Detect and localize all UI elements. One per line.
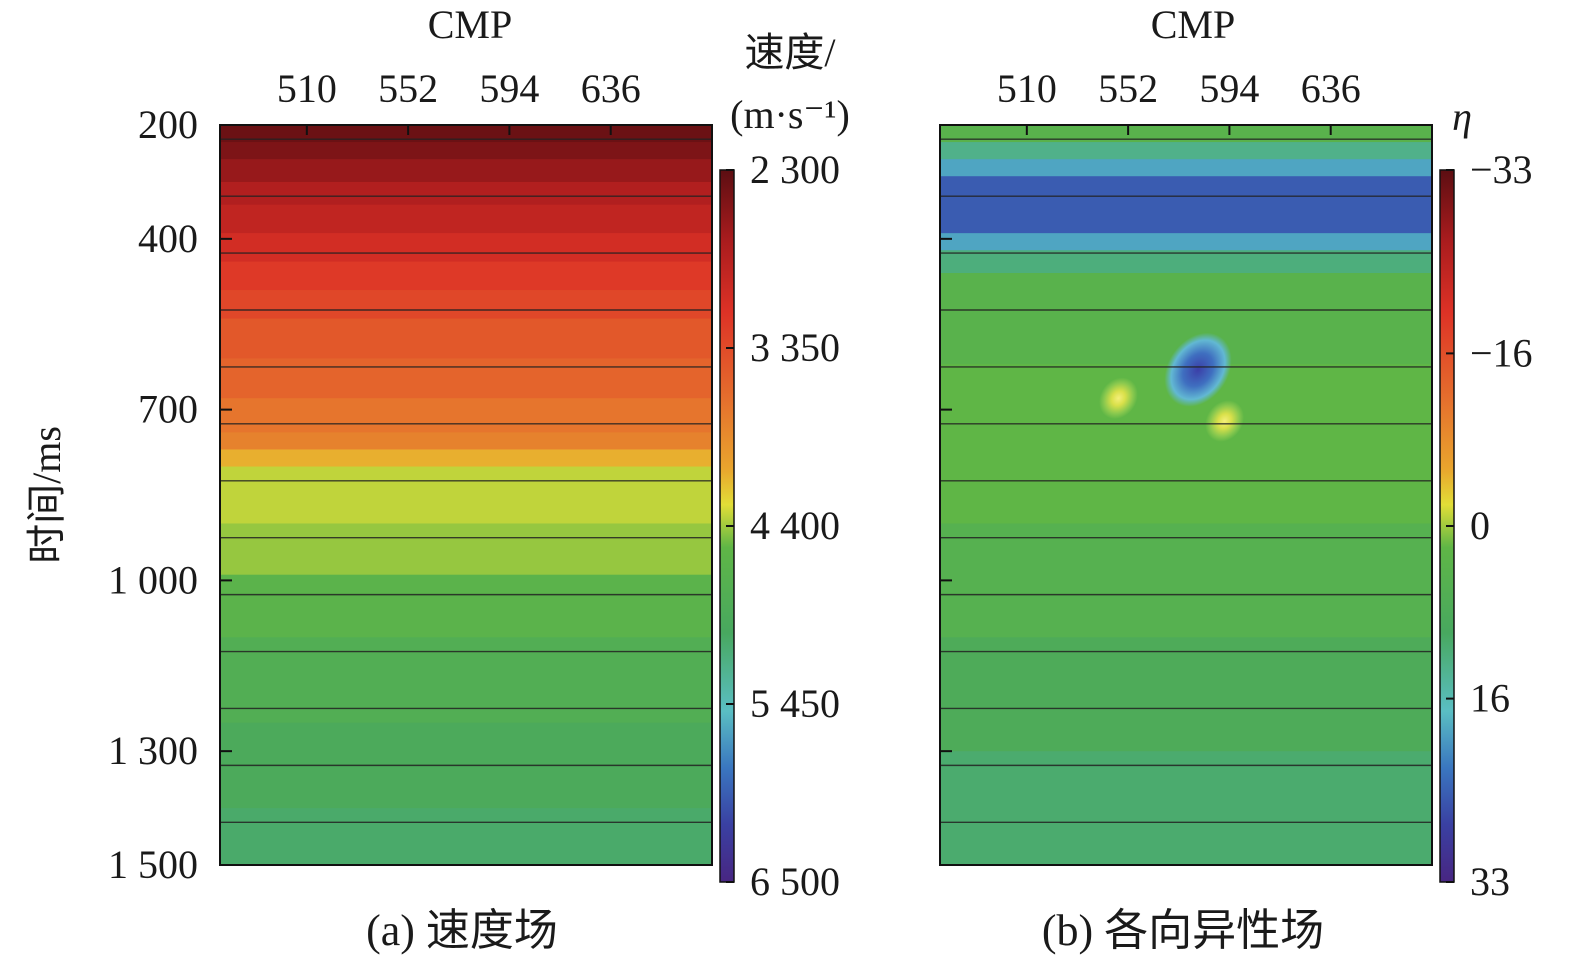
colorbar-tick-label: 4 400: [750, 503, 840, 548]
layer-band-8: [220, 318, 712, 359]
layer-band-12: [220, 449, 712, 468]
velocity-colorbar-title-line1: 速度/: [744, 30, 836, 75]
x-tick-label: 552: [378, 66, 438, 111]
y-tick-label: 700: [138, 387, 198, 432]
x-tick-label: 636: [581, 66, 641, 111]
y-tick-label: 400: [138, 216, 198, 261]
x-tick-label: 594: [479, 66, 539, 111]
y-tick-label: 1 300: [108, 728, 198, 773]
colorbar-frame: [1439, 169, 1455, 883]
layer-band-9: [940, 637, 1432, 752]
layer-band-10: [940, 751, 1432, 865]
anisotropy-plot-frame: [939, 124, 1433, 866]
x-tick-label: 552: [1098, 66, 1158, 111]
layer-band-10: [220, 398, 712, 433]
anisotropy-colorbar-ticks: −33 −16 0 16 33: [1439, 147, 1533, 904]
anisotropy-colorbar-title: η: [1452, 94, 1472, 139]
layer-band-4: [940, 233, 1432, 251]
layer-band-0: [220, 125, 712, 143]
layer-band-1: [940, 142, 1432, 160]
anomaly-1: [1205, 400, 1244, 442]
layer-band-2: [220, 159, 712, 183]
anisotropy-y-ticks: [940, 124, 952, 866]
layer-band-14: [220, 523, 712, 576]
layer-band-15: [220, 574, 712, 638]
velocity-panel: 510 552 594 636 200 400 700 1 000 1 300 1 500 CM…: [24, 2, 713, 955]
y-tick-label: 1 000: [108, 557, 198, 602]
layer-band-8: [940, 523, 1432, 638]
layer-band-6: [220, 261, 712, 291]
layer-band-1: [220, 142, 712, 160]
anisotropy-colorbar: −33 −16 0 16 33 η: [1439, 94, 1533, 904]
velocity-gridlines: [220, 138, 712, 824]
colorbar-tick-label: 5 450: [750, 681, 840, 726]
colorbar-tick-label: −33: [1470, 147, 1533, 192]
colorbar-tick-label: 33: [1470, 859, 1510, 904]
layer-band-5: [220, 233, 712, 263]
x-tick-label: 510: [277, 66, 337, 111]
layer-band-4: [220, 204, 712, 234]
velocity-field: [220, 125, 712, 865]
y-axis-title: 时间/ms: [24, 426, 69, 564]
colorbar-tick-label: −16: [1470, 330, 1533, 375]
colorbar-tick-label: 6 500: [750, 859, 840, 904]
velocity-y-ticks: 200 400 700 1 000 1 300 1 500: [108, 102, 232, 887]
anisotropy-caption: (b) 各向异性场: [1042, 906, 1324, 955]
velocity-colorbar-ticks: 2 300 3 350 4 400 5 450 6 500: [719, 147, 840, 904]
velocity-top-axis-title: CMP: [428, 2, 513, 47]
layer-band-3: [220, 181, 712, 206]
anomaly-0: [1164, 332, 1232, 407]
y-tick-label: 200: [138, 102, 198, 147]
anisotropy-field: [940, 125, 1432, 865]
layer-band-0: [940, 125, 1432, 143]
x-tick-label: 510: [997, 66, 1057, 111]
colorbar-tick-label: 0: [1470, 503, 1490, 548]
layer-band-18: [220, 808, 712, 865]
velocity-x-ticks: 510 552 594 636: [277, 66, 641, 135]
colorbar-tick-label: 3 350: [750, 325, 840, 370]
anisotropy-top-axis-title: CMP: [1151, 2, 1236, 47]
colorbar-frame: [719, 169, 735, 883]
y-tick-label: 1 500: [108, 842, 198, 887]
colorbar-tick-label: 2 300: [750, 147, 840, 192]
velocity-colorbar: 2 300 3 350 4 400 5 450 6 500 速度/ (m·s⁻¹): [719, 30, 850, 904]
layer-band-13: [220, 466, 712, 525]
x-tick-label: 594: [1199, 66, 1259, 111]
layer-band-7: [220, 290, 712, 320]
x-tick-label: 636: [1301, 66, 1361, 111]
layer-band-3: [940, 176, 1432, 234]
velocity-plot-frame: [219, 124, 713, 866]
layer-band-2: [940, 159, 1432, 177]
velocity-caption: (a) 速度场: [366, 906, 558, 955]
anomaly-2: [1099, 377, 1138, 420]
anisotropy-gridlines: [940, 138, 1432, 824]
layer-band-11: [220, 432, 712, 451]
anisotropy-panel: 510 552 594 636 CMP (b) 各向异性场: [939, 2, 1433, 955]
layer-band-9: [220, 358, 712, 399]
anisotropy-x-ticks: 510 552 594 636: [997, 66, 1361, 135]
layer-band-5: [940, 250, 1432, 274]
colorbar-tick-label: 16: [1470, 676, 1510, 721]
layer-band-16: [220, 637, 712, 724]
velocity-colorbar-title-line2: (m·s⁻¹): [730, 92, 850, 137]
